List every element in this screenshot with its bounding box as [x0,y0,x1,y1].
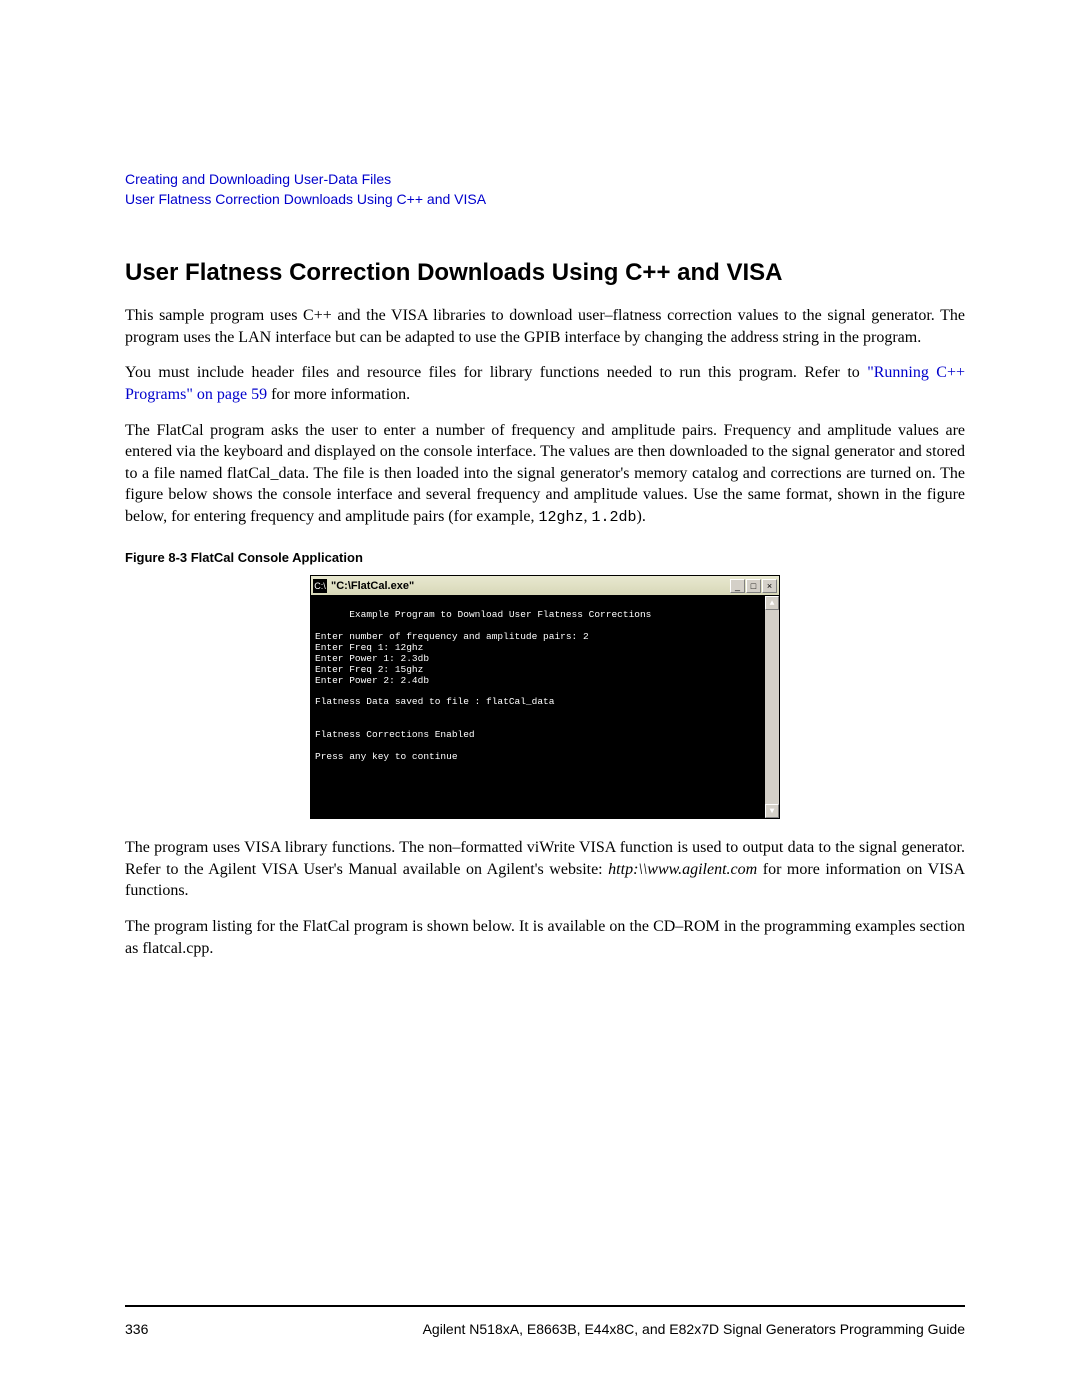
paragraph-listing: The program listing for the FlatCal prog… [125,916,965,959]
text-run: for more information. [267,386,410,403]
scroll-track[interactable] [765,610,779,804]
footer-rule [125,1305,965,1307]
paragraph-intro: This sample program uses C++ and the VIS… [125,305,965,348]
console-body: Example Program to Download User Flatnes… [311,596,779,818]
window-controls: _ □ × [730,579,777,593]
code-db-example: 1.2db [591,509,636,526]
breadcrumb: Creating and Downloading User-Data Files… [125,170,965,209]
console-title: "C:\FlatCal.exe" [331,580,730,592]
breadcrumb-section[interactable]: User Flatness Correction Downloads Using… [125,190,965,210]
console-icon: C:\ [313,579,327,593]
document-page: Creating and Downloading User-Data Files… [0,0,1080,1397]
scrollbar[interactable]: ▲ ▼ [765,596,779,818]
paragraph-visa: The program uses VISA library functions.… [125,837,965,902]
console-window: C:\ "C:\FlatCal.exe" _ □ × Example Progr… [310,575,780,819]
url-agilent: http:\\www.agilent.com [608,861,757,878]
page-title: User Flatness Correction Downloads Using… [125,259,965,287]
paragraph-headers: You must include header files and resour… [125,362,965,405]
breadcrumb-chapter[interactable]: Creating and Downloading User-Data Files [125,170,965,190]
close-button[interactable]: × [762,579,777,593]
console-titlebar: C:\ "C:\FlatCal.exe" _ □ × [311,576,779,596]
footer-guide-title: Agilent N518xA, E8663B, E44x8C, and E82x… [423,1321,965,1337]
minimize-button[interactable]: _ [730,579,745,593]
text-run: ). [637,508,646,525]
maximize-button[interactable]: □ [746,579,761,593]
console-output: Example Program to Download User Flatnes… [315,609,651,762]
text-run: You must include header files and resour… [125,364,867,381]
paragraph-flatcal: The FlatCal program asks the user to ent… [125,420,965,529]
code-freq-example: 12ghz [538,509,583,526]
figure-caption: Figure 8-3 FlatCal Console Application [125,550,965,565]
page-number: 336 [125,1321,148,1337]
scroll-down-button[interactable]: ▼ [765,804,779,818]
footer: 336 Agilent N518xA, E8663B, E44x8C, and … [125,1321,965,1337]
scroll-up-button[interactable]: ▲ [765,596,779,610]
